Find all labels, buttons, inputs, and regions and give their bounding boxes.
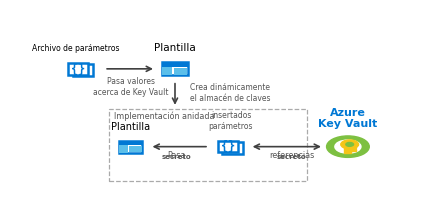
Text: Pasa valores
acerca de Key Vault: Pasa valores acerca de Key Vault: [93, 77, 168, 97]
Bar: [351, 147, 356, 148]
Bar: [68, 63, 88, 75]
Bar: [162, 62, 188, 67]
Text: Plantilla: Plantilla: [154, 43, 196, 53]
Bar: [162, 67, 172, 75]
Circle shape: [341, 140, 359, 149]
Bar: [223, 142, 243, 154]
Circle shape: [346, 143, 354, 146]
Circle shape: [335, 140, 361, 153]
Text: Plantilla: Plantilla: [111, 122, 150, 132]
Text: Pasa: Pasa: [167, 151, 186, 160]
Text: {}: {}: [71, 62, 85, 75]
Text: secreto: secreto: [162, 154, 191, 160]
Bar: [218, 141, 238, 152]
Text: Archivo de parámetros: Archivo de parámetros: [32, 44, 120, 53]
Bar: [174, 68, 187, 75]
Text: {}: {}: [221, 140, 235, 153]
Text: Implementación anidada: Implementación anidada: [114, 112, 214, 121]
Bar: [351, 149, 356, 151]
Bar: [344, 144, 351, 153]
Text: Crea dinámicamente
el almacén de claves: Crea dinámicamente el almacén de claves: [190, 83, 270, 103]
Bar: [162, 62, 188, 75]
Text: insertados
parámetros: insertados parámetros: [209, 111, 253, 131]
Text: Azure
Key Vault: Azure Key Vault: [318, 108, 377, 129]
Bar: [119, 145, 128, 153]
Bar: [119, 141, 142, 153]
Bar: [129, 146, 142, 152]
Text: referencias: referencias: [269, 151, 314, 160]
Circle shape: [326, 136, 369, 157]
Bar: [109, 109, 307, 181]
Bar: [73, 64, 93, 76]
Bar: [119, 141, 142, 145]
Text: secreto: secreto: [277, 154, 307, 160]
